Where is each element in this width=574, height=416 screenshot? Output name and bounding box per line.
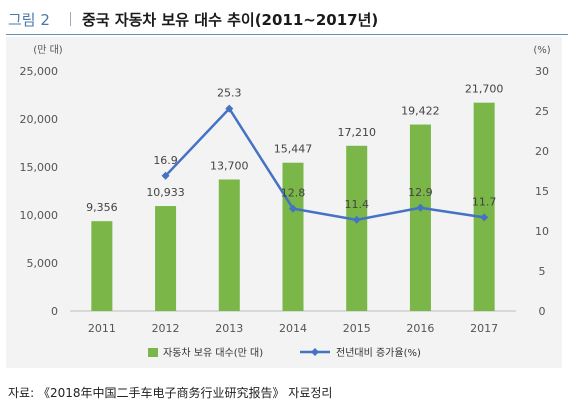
y-left-tick-label: 25,000	[20, 65, 59, 78]
bar-data-label: 9,356	[86, 201, 118, 214]
bar-data-label: 15,447	[274, 143, 313, 156]
bar	[218, 179, 240, 311]
line-point	[416, 203, 425, 212]
x-tick-label: 2014	[279, 322, 307, 335]
y-left-tick-label: 15,000	[20, 161, 59, 174]
y-left-unit: (만 대)	[33, 44, 62, 56]
line-point	[289, 204, 297, 213]
x-tick-label: 2017	[470, 322, 498, 335]
header-divider	[70, 12, 71, 26]
y-right-tick-label: 20	[535, 145, 549, 158]
legend-line-marker	[311, 348, 319, 356]
figure-label: 그림 2	[8, 11, 50, 29]
bar-data-label: 13,700	[210, 159, 249, 172]
source-note: 자료: 《2018年中国二手车电子商务行业研究报告》 자료정리	[8, 386, 333, 400]
y-right-tick-label: 15	[535, 185, 549, 198]
y-right-tick-label: 25	[535, 105, 549, 118]
line-data-label: 11.7	[472, 195, 497, 208]
line-point	[225, 104, 234, 113]
y-right-tick-label: 5	[539, 265, 546, 278]
y-left-tick-label: 0	[51, 305, 58, 318]
x-tick-label: 2015	[343, 322, 371, 335]
line-data-label: 16.9	[153, 154, 178, 167]
bar	[282, 162, 304, 311]
line-point	[480, 213, 489, 222]
y-right-tick-label: 30	[535, 65, 549, 78]
y-left-tick-label: 5,000	[27, 257, 59, 270]
bar	[473, 102, 495, 312]
bar	[91, 221, 113, 311]
bar-data-label: 21,700	[465, 83, 504, 96]
bar	[346, 145, 368, 311]
line-data-label: 25.3	[217, 87, 242, 100]
bar-data-label: 10,933	[146, 186, 185, 199]
line-data-label: 12.8	[281, 187, 306, 200]
bar	[155, 206, 177, 311]
bar-data-label: 17,210	[337, 126, 376, 139]
bar-data-label: 19,422	[401, 105, 440, 118]
line-data-label: 11.4	[344, 198, 369, 211]
x-tick-label: 2011	[88, 322, 116, 335]
combo-chart: (만 대) (%) 0 5,000 10,000 15,000 20,000 25,000 0 5…	[20, 44, 551, 359]
line-point	[352, 215, 361, 224]
x-tick-label: 2012	[152, 322, 180, 335]
y-left-tick-label: 10,000	[20, 209, 59, 222]
y-right-tick-label: 0	[539, 305, 546, 318]
legend-bar-swatch	[148, 348, 158, 357]
legend-bar-label: 자동차 보유 대수(만 대)	[163, 347, 263, 359]
y-right-unit: (%)	[533, 45, 550, 56]
figure-title: 중국 자동차 보유 대수 추이(2011~2017년)	[82, 11, 379, 29]
x-tick-label: 2016	[406, 322, 434, 335]
legend-line-label: 전년대비 증가율(%)	[336, 347, 421, 359]
chart-area: (만 대) (%) 0 5,000 10,000 15,000 20,000 25,000 0 5…	[6, 37, 562, 368]
y-right-tick-label: 10	[535, 225, 549, 238]
growth-line	[164, 106, 485, 222]
y-left-tick-label: 20,000	[20, 113, 59, 126]
figure-header: 그림 2 중국 자동차 보유 대수 추이(2011~2017년)	[6, 4, 568, 35]
line-point	[161, 171, 170, 180]
x-tick-label: 2013	[215, 322, 243, 335]
bar	[409, 124, 431, 311]
line-data-label: 12.9	[408, 186, 433, 199]
